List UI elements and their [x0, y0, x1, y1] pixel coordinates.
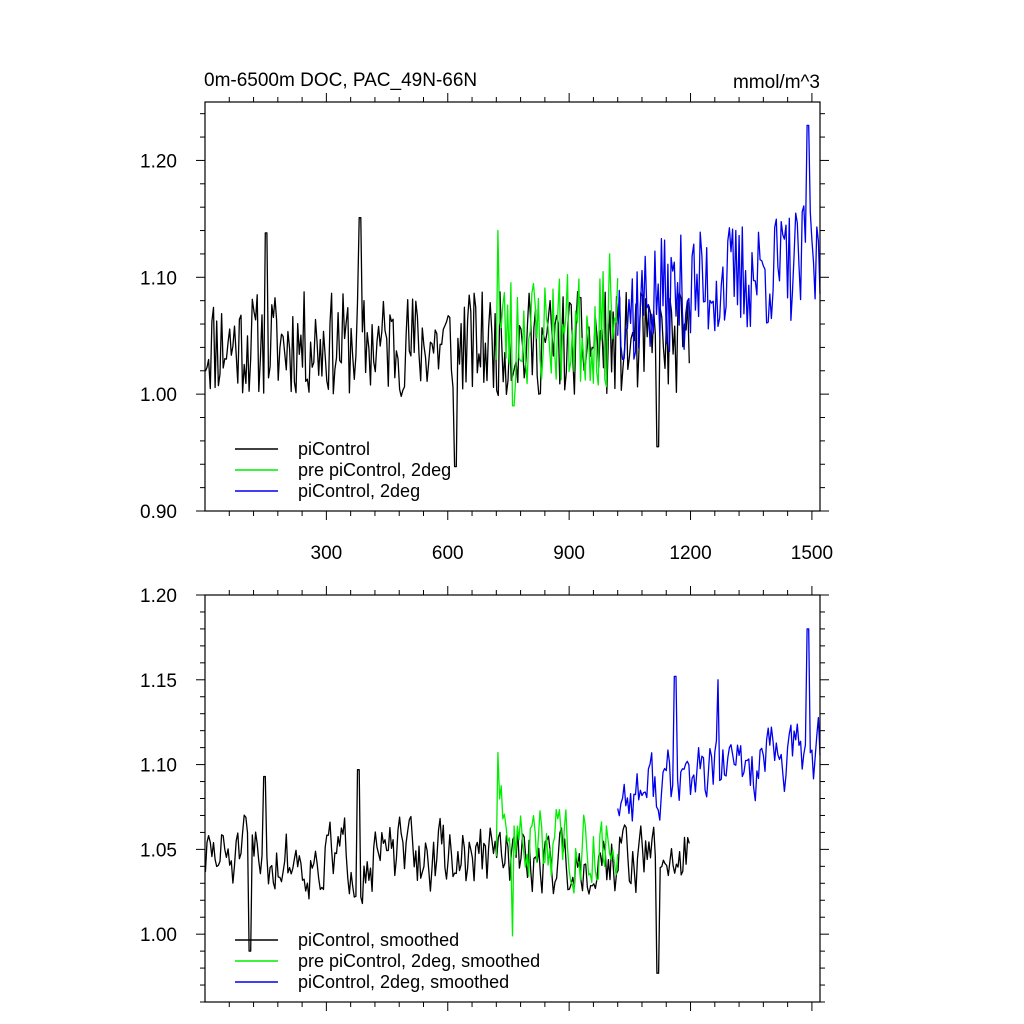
- series-line-0: [204, 217, 690, 468]
- bottom-tick-labels: 1.00 1.05 1.10 1.15 1.20: [140, 586, 177, 946]
- top-panel: 0.90 1.00 1.10 1.20 300 600 900 1200 1500 piCont…: [140, 93, 833, 564]
- x-tick-label: 1500: [791, 543, 833, 564]
- series-line-1: [495, 229, 619, 407]
- legend-label: piControl, 2deg, smoothed: [298, 972, 509, 992]
- legend-label: pre piControl, 2deg: [298, 460, 451, 480]
- legend-label: piControl, 2deg: [298, 481, 420, 501]
- bottom-ticks: [196, 586, 829, 1011]
- y-tick-label: 1.20: [140, 586, 177, 607]
- y-tick-label: 1.10: [140, 268, 177, 289]
- bottom-plot-frame: [204, 594, 821, 1003]
- y-tick-label: 1.10: [140, 756, 177, 777]
- top-plot-lines: [204, 124, 821, 468]
- y-tick-label: 1.20: [140, 151, 177, 172]
- x-tick-label: 600: [432, 543, 464, 564]
- top-tick-labels: 0.90 1.00 1.10 1.20 300 600 900 1200 1500: [140, 151, 833, 564]
- bottom-panel: 1.00 1.05 1.10 1.15 1.20 piControl, smoothed…: [140, 586, 829, 1011]
- x-tick-label: 900: [553, 543, 585, 564]
- legend-label: piControl, smoothed: [298, 930, 459, 950]
- top-plot-frame: [204, 101, 821, 512]
- legend-label: piControl: [298, 439, 370, 459]
- bottom-plot-lines: [204, 628, 821, 974]
- x-tick-label: 1200: [669, 543, 711, 564]
- x-tick-label: 300: [311, 543, 343, 564]
- y-tick-label: 0.90: [140, 502, 177, 523]
- top-ticks: [196, 93, 829, 520]
- chart-title: 0m-6500m DOC, PAC_49N-66N: [204, 70, 477, 91]
- series-line-0: [204, 769, 690, 974]
- y-tick-label: 1.00: [140, 385, 177, 406]
- units-label: mmol/m^3: [733, 72, 820, 93]
- series-line-1: [495, 752, 619, 937]
- series-line-2: [617, 628, 821, 822]
- y-tick-label: 1.00: [140, 925, 177, 946]
- y-tick-label: 1.15: [140, 671, 177, 692]
- legend-label: pre piControl, 2deg, smoothed: [298, 951, 540, 971]
- series-line-2: [617, 124, 821, 361]
- y-tick-label: 1.05: [140, 840, 177, 861]
